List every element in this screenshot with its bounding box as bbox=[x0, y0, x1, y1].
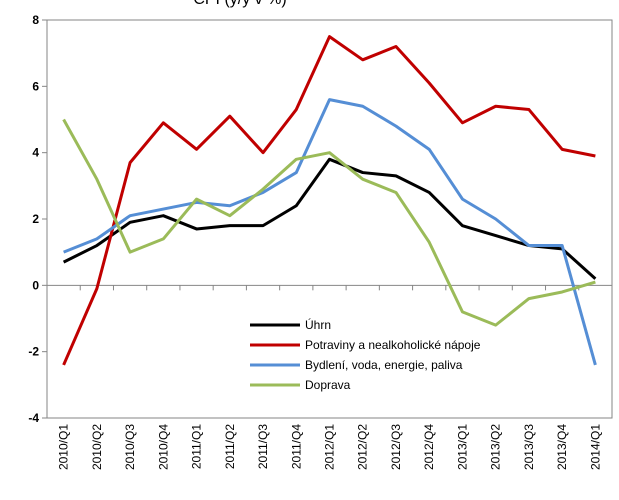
x-tick-label: 2014/Q1 bbox=[588, 424, 602, 470]
y-tick-label: 0 bbox=[32, 278, 39, 292]
legend-label: Bydlení, voda, energie, paliva bbox=[305, 358, 463, 372]
x-tick-label: 2012/Q3 bbox=[389, 424, 403, 470]
chart-title: CPI (y/y v %) bbox=[193, 0, 286, 8]
x-tick-label: 2011/Q3 bbox=[256, 424, 270, 469]
x-tick-label: 2010/Q2 bbox=[90, 424, 104, 470]
legend-label: Úhrn bbox=[305, 317, 331, 332]
y-tick-label: -2 bbox=[28, 345, 39, 359]
x-tick-label: 2011/Q4 bbox=[289, 424, 303, 469]
x-tick-label: 2012/Q2 bbox=[356, 424, 370, 470]
y-tick-label: -4 bbox=[28, 411, 39, 425]
series-line bbox=[63, 98, 597, 366]
x-tick-label: 2012/Q4 bbox=[422, 424, 436, 470]
x-tick-label: 2013/Q2 bbox=[489, 424, 503, 470]
series-line bbox=[62, 157, 597, 280]
x-tick-label: 2013/Q1 bbox=[455, 424, 469, 470]
y-tick-label: 6 bbox=[32, 79, 39, 93]
y-tick-label: 2 bbox=[32, 212, 39, 226]
y-tick-label: 4 bbox=[32, 146, 39, 160]
x-tick-label: 2012/Q1 bbox=[323, 424, 337, 470]
series-line bbox=[62, 35, 596, 366]
x-tick-label: 2010/Q4 bbox=[156, 424, 170, 470]
x-tick-label: 2013/Q3 bbox=[522, 424, 536, 470]
x-tick-label: 2010/Q1 bbox=[57, 424, 71, 470]
x-tick-label: 2013/Q4 bbox=[555, 424, 569, 470]
legend-label: Potraviny a nealkoholické nápoje bbox=[305, 338, 481, 352]
x-tick-label: 2011/Q2 bbox=[223, 424, 237, 469]
y-tick-label: 8 bbox=[32, 13, 39, 27]
x-tick-label: 2010/Q3 bbox=[123, 424, 137, 470]
x-tick-label: 2011/Q1 bbox=[190, 424, 204, 469]
legend-label: Doprava bbox=[305, 378, 351, 392]
series-line bbox=[62, 118, 596, 327]
